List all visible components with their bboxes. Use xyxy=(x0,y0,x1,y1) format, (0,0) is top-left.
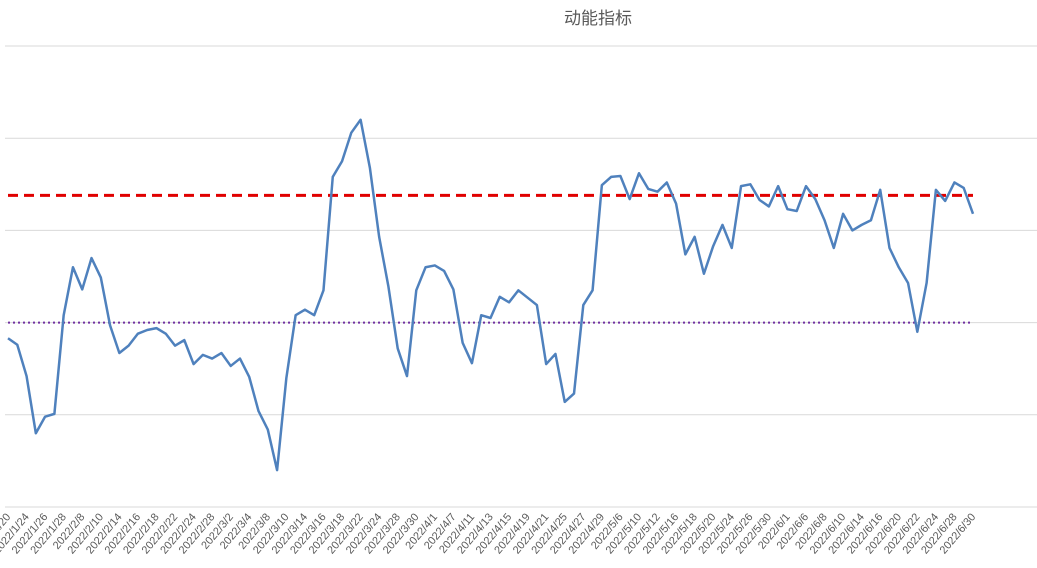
chart-title: 动能指标 xyxy=(564,9,632,28)
series-line xyxy=(7,118,975,472)
